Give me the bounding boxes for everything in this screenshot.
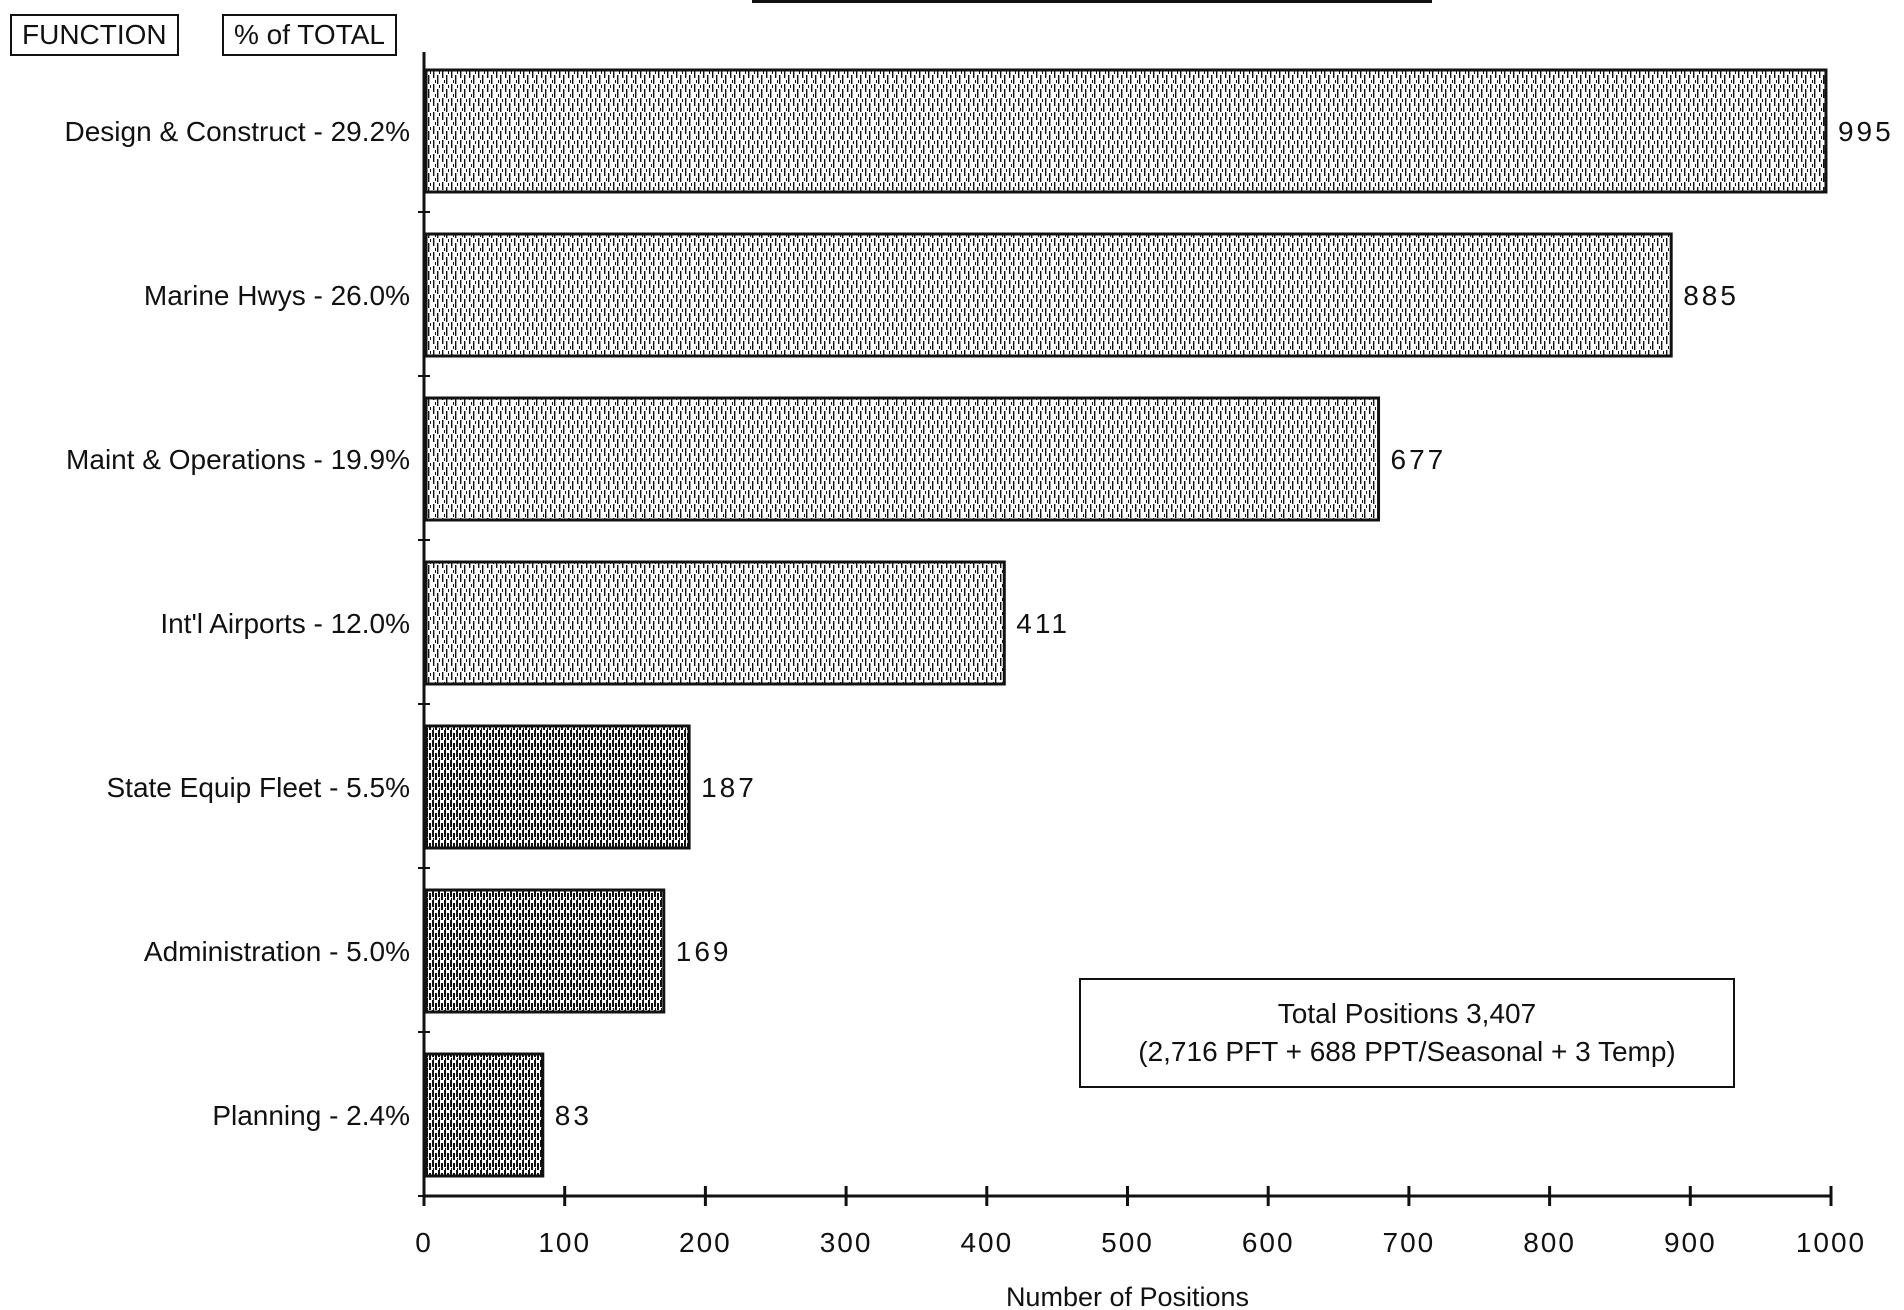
x-tick-label-0: 0 <box>415 1227 433 1258</box>
category-label-6: Planning - 2.4% <box>212 1100 410 1131</box>
bar-6 <box>424 1052 545 1178</box>
percent-of-total-header: % of TOTAL <box>222 14 397 56</box>
value-label-6: 83 <box>555 1100 592 1131</box>
total-positions-annotation: Total Positions 3,407 (2,716 PFT + 688 P… <box>1079 978 1735 1088</box>
value-label-4: 187 <box>701 772 757 803</box>
category-label-1: Marine Hwys - 26.0% <box>144 280 410 311</box>
bar-1 <box>424 232 1673 358</box>
category-label-2: Maint & Operations - 19.9% <box>66 444 410 475</box>
top-rule <box>752 0 1432 3</box>
value-label-3: 411 <box>1016 608 1070 639</box>
value-label-2: 677 <box>1391 444 1447 475</box>
bar-3 <box>424 560 1006 686</box>
x-tick-label-1: 100 <box>538 1227 591 1258</box>
x-tick-label-4: 400 <box>960 1227 1013 1258</box>
x-tick-label-5: 500 <box>1101 1227 1154 1258</box>
total-positions-line: Total Positions 3,407 <box>1277 998 1537 1029</box>
x-tick-label-3: 300 <box>820 1227 873 1258</box>
category-label-0: Design & Construct - 29.2% <box>65 116 411 147</box>
x-tick-label-10: 1000 <box>1796 1227 1866 1258</box>
positions-breakdown-line: (2,716 PFT + 688 PPT/Seasonal + 3 Temp) <box>1138 1036 1676 1067</box>
bar-2 <box>424 396 1381 522</box>
x-tick-label-2: 200 <box>679 1227 732 1258</box>
x-tick-label-6: 600 <box>1242 1227 1295 1258</box>
bar-4 <box>424 724 691 850</box>
bar-0 <box>424 68 1828 194</box>
x-tick-label-7: 700 <box>1383 1227 1436 1258</box>
x-tick-label-9: 900 <box>1664 1227 1717 1258</box>
x-axis-title: Number of Positions <box>1006 1282 1249 1310</box>
function-header: FUNCTION <box>10 14 179 56</box>
value-label-5: 169 <box>676 936 732 967</box>
bar-5 <box>424 888 666 1014</box>
value-label-0: 995 <box>1838 116 1894 147</box>
x-tick-label-8: 800 <box>1523 1227 1576 1258</box>
category-label-5: Administration - 5.0% <box>144 936 410 967</box>
value-label-1: 885 <box>1683 280 1739 311</box>
category-label-3: Int'l Airports - 12.0% <box>160 608 410 639</box>
category-label-4: State Equip Fleet - 5.5% <box>106 772 410 803</box>
